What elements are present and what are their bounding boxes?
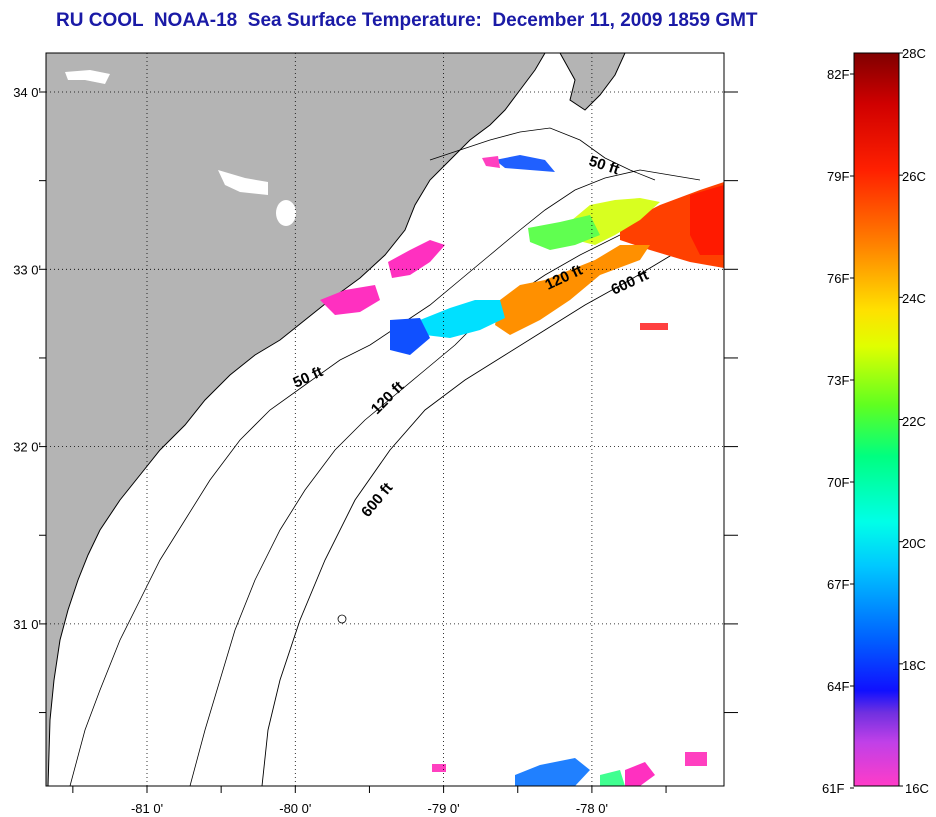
axis-ticks: -81 0' -80 0' -79 0' -78 0' 34 0' 33 0' 32 0' 3…	[13, 85, 738, 816]
sst-orange-patch	[495, 245, 650, 335]
colorbar-label-c: 28C	[902, 46, 926, 61]
colorbar-label-c: 26C	[902, 169, 926, 184]
graticule	[46, 53, 724, 786]
isobath-inner	[69, 169, 701, 786]
colorbar	[850, 52, 903, 789]
colorbar-label-f: 70F	[827, 475, 850, 490]
sst-magenta-patch	[482, 156, 500, 168]
lat-tick-label: 33 0'	[13, 262, 41, 277]
sst-magenta-patch	[388, 240, 445, 278]
colorbar-label-c: 22C	[902, 414, 926, 429]
lat-tick-label: 32 0'	[13, 440, 41, 455]
sst-magenta-patch	[320, 285, 380, 315]
isobath-coast	[429, 127, 656, 181]
colorbar-label-c: 20C	[902, 536, 926, 551]
land-mass	[46, 53, 546, 786]
colorbar-ticks	[850, 52, 903, 789]
sst-warm-patch	[690, 185, 724, 255]
sst-red-patch	[640, 323, 668, 330]
colorbar-label-f: 82F	[827, 67, 850, 82]
sst-cyan-patch	[420, 300, 505, 338]
sst-magenta-patch	[625, 762, 655, 786]
lon-tick-label: -79 0'	[428, 801, 460, 816]
colorbar-label-c: 18C	[902, 658, 926, 673]
colorbar-label-c: 24C	[902, 291, 926, 306]
lake	[218, 170, 268, 195]
plot-frame	[45, 52, 725, 787]
sst-magenta-patch	[685, 752, 707, 766]
sst-blue-patch	[495, 155, 555, 172]
land-mass	[559, 53, 626, 111]
colorbar-label-f: 73F	[827, 373, 850, 388]
isobath-seamount	[337, 614, 347, 624]
colorbar-label-f: 67F	[827, 577, 850, 592]
isobath-600	[261, 224, 724, 786]
map-title: RU COOL NOAA-18 Sea Surface Temperature:…	[56, 10, 758, 31]
colorbar-label-c: 16C	[905, 781, 929, 796]
lat-tick-label: 31 0'	[13, 617, 41, 632]
colorbar-label-f: 64F	[827, 679, 850, 694]
lat-tick-label: 34 0'	[13, 85, 41, 100]
lon-tick-label: -78 0'	[576, 801, 608, 816]
sst-blue-patch	[390, 318, 430, 355]
colorbar-gradient	[853, 52, 900, 787]
colorbar-label-f: 61F	[822, 781, 845, 796]
lake	[65, 70, 110, 84]
lake	[276, 200, 296, 226]
lon-tick-label: -81 0'	[131, 801, 163, 816]
sst-blue-patch	[515, 758, 590, 786]
sst-green-patch	[600, 770, 625, 786]
sst-green-patch	[528, 215, 600, 250]
isobath-120	[189, 194, 724, 786]
lon-tick-label: -80 0'	[279, 801, 311, 816]
colorbar-label-f: 76F	[827, 271, 850, 286]
colorbar-label-f: 79F	[827, 169, 850, 184]
sst-magenta-patch	[432, 764, 446, 772]
